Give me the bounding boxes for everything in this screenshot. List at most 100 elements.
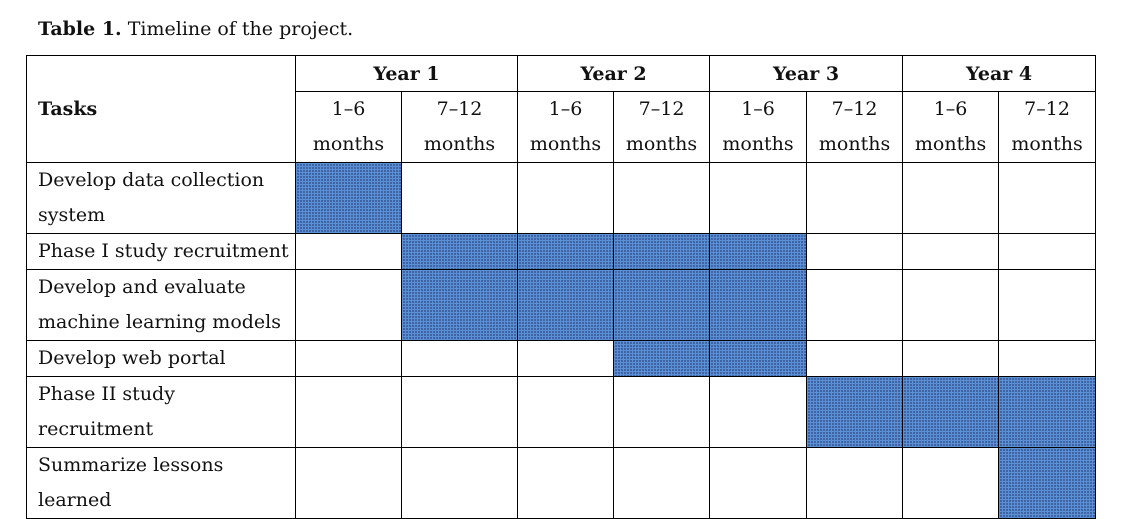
timeline-cell-empty xyxy=(295,447,402,519)
period-unit: months xyxy=(818,133,891,155)
timeline-cell-active xyxy=(613,233,711,270)
timeline-cell-active xyxy=(613,340,711,377)
timeline-cell-active xyxy=(517,233,615,270)
timeline-cell-active xyxy=(517,269,615,341)
table-row: Develop and evaluate machine learning mod… xyxy=(26,269,1097,341)
timeline-cell-active xyxy=(400,269,519,341)
timeline-cell-empty xyxy=(709,376,808,448)
task-name-line: machine learning models xyxy=(38,311,281,333)
task-name: Summarize lessons learned xyxy=(26,447,296,519)
timeline-cell-empty xyxy=(295,233,402,270)
period-header: 7–12 months xyxy=(613,91,711,163)
period-range: 1–6 xyxy=(933,98,968,120)
period-unit: months xyxy=(625,133,698,155)
task-name: Phase I study recruitment xyxy=(26,233,296,270)
timeline-cell-empty xyxy=(613,162,711,234)
timeline-cell-active xyxy=(709,340,808,377)
timeline-cell-empty xyxy=(517,447,615,519)
task-name-line: Develop data collection xyxy=(38,169,265,191)
task-name: Develop data collection system xyxy=(26,162,296,234)
period-header: 7–12 months xyxy=(400,91,519,163)
timeline-cell-empty xyxy=(902,269,1000,341)
table-row: Phase II study recruitment xyxy=(26,376,1097,448)
timeline-cell-active xyxy=(295,162,402,234)
year-header: Year 1 xyxy=(294,55,519,92)
task-name-line: Develop and evaluate xyxy=(38,276,246,298)
period-unit: months xyxy=(722,133,794,155)
year-header: Year 3 xyxy=(709,55,904,92)
timeline-cell-empty xyxy=(517,162,615,234)
period-header: 7–12 months xyxy=(998,91,1097,163)
period-range: 1–6 xyxy=(741,98,775,120)
timeline-cell-active xyxy=(709,269,808,341)
timeline-cell-empty xyxy=(400,376,519,448)
period-range: 7–12 xyxy=(1024,98,1070,120)
timeline-cell-active xyxy=(613,269,711,341)
table-row: Summarize lessons learned xyxy=(26,447,1097,519)
tasks-header: Tasks xyxy=(26,55,296,163)
period-header: 1–6 months xyxy=(517,91,615,163)
task-name-line: learned xyxy=(38,489,112,511)
task-name: Develop web portal xyxy=(26,340,296,377)
timeline-cell-empty xyxy=(806,447,904,519)
task-name-line: system xyxy=(38,204,106,226)
timeline-cell-empty xyxy=(806,233,904,270)
timeline-cell-empty xyxy=(806,269,904,341)
timeline-cell-empty xyxy=(709,162,808,234)
period-header: 1–6 months xyxy=(709,91,808,163)
timeline-cell-empty xyxy=(400,447,519,519)
timeline-cell-empty xyxy=(613,376,711,448)
timeline-cell-empty xyxy=(806,340,904,377)
period-header: 7–12 months xyxy=(806,91,904,163)
table-row: Develop data collection system xyxy=(26,162,1097,234)
period-range: 1–6 xyxy=(548,98,583,120)
period-header-row: 1–6 months 7–12 months 1–6 months 7–12 months 1–… xyxy=(27,91,1097,163)
timeline-cell-empty xyxy=(998,269,1097,341)
table-caption: Table 1. Timeline of the project. xyxy=(38,16,353,42)
caption-label: Table 1. xyxy=(38,18,122,40)
timeline-cell-empty xyxy=(517,376,615,448)
task-name-line: Phase I study recruitment xyxy=(38,240,289,262)
timeline-cell-empty xyxy=(400,340,519,377)
timeline-cell-active xyxy=(806,376,904,448)
period-range: 7–12 xyxy=(638,98,685,120)
year-header: Year 2 xyxy=(517,55,711,92)
period-unit: months xyxy=(1011,133,1083,155)
timeline-table: Tasks Year 1 Year 2 Year 3 Year 4 1–6 mon… xyxy=(26,55,1097,519)
timeline-cell-active xyxy=(998,376,1097,448)
period-header: 1–6 months xyxy=(902,91,1000,163)
timeline-cell-empty xyxy=(295,269,402,341)
period-range: 1–6 xyxy=(331,98,366,120)
period-unit: months xyxy=(914,133,987,155)
period-unit: months xyxy=(423,133,496,155)
year-header: Year 4 xyxy=(902,55,1097,92)
period-range: 7–12 xyxy=(436,98,483,120)
task-name: Phase II study recruitment xyxy=(26,376,296,448)
task-name-line: Develop web portal xyxy=(38,347,226,369)
timeline-cell-empty xyxy=(295,376,402,448)
timeline-cell-empty xyxy=(517,340,615,377)
period-unit: months xyxy=(529,133,602,155)
caption-text: Timeline of the project. xyxy=(121,18,354,40)
timeline-cell-empty xyxy=(709,447,808,519)
timeline-cell-empty xyxy=(998,340,1097,377)
timeline-cell-empty xyxy=(295,340,402,377)
timeline-cell-active xyxy=(998,447,1097,519)
period-header: 1–6 months xyxy=(295,91,402,163)
task-name-line: Summarize lessons xyxy=(38,454,224,476)
task-name: Develop and evaluate machine learning mod… xyxy=(26,269,296,341)
year-header-row: Tasks Year 1 Year 2 Year 3 Year 4 xyxy=(26,55,1097,163)
timeline-cell-active xyxy=(709,233,808,270)
timeline-cell-empty xyxy=(400,162,519,234)
task-rows: Develop data collection system Phase I stu… xyxy=(26,162,1097,519)
timeline-cell-empty xyxy=(902,162,1000,234)
timeline-cell-empty xyxy=(902,233,1000,270)
timeline-cell-empty xyxy=(902,340,1000,377)
timeline-cell-empty xyxy=(998,162,1097,234)
timeline-cell-empty xyxy=(902,447,1000,519)
timeline-cell-empty xyxy=(998,233,1097,270)
timeline-cell-empty xyxy=(806,162,904,234)
timeline-cell-active xyxy=(400,233,519,270)
timeline-cell-empty xyxy=(613,447,711,519)
table-row: Phase I study recruitment xyxy=(26,233,1097,270)
